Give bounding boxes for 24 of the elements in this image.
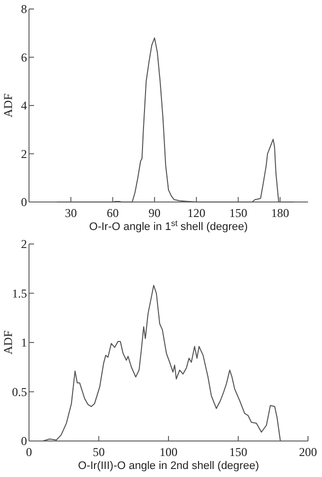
y-tick-label: 2 <box>21 237 27 251</box>
y-tick-label: 2 <box>21 146 27 161</box>
y-tick-label: 0.5 <box>12 384 27 399</box>
x-axis-title: O-Ir(III)-O angle in 2nd shell (degree) <box>78 460 259 472</box>
y-tick-label: 0 <box>21 195 27 209</box>
x-tick-label: 200 <box>299 445 317 459</box>
y-tick-label: 1 <box>21 336 27 350</box>
x-tick-label: 150 <box>229 206 248 220</box>
y-tick-label: 0 <box>21 434 27 448</box>
y-axis-title: ADF <box>1 330 15 355</box>
x-tick-label: 120 <box>187 206 206 220</box>
y-axis-title: ADF <box>1 93 15 118</box>
y-tick-label: 1.5 <box>12 286 27 300</box>
x-tick-label: 50 <box>92 445 105 459</box>
y-tick-label: 4 <box>21 98 27 112</box>
x-tick-label: 90 <box>148 206 161 220</box>
x-tick-label: 100 <box>160 445 178 459</box>
x-axis-title: O-Ir-O angle in 1$^{st}$ shell (degree) <box>89 218 248 233</box>
x-tick-label: 30 <box>64 206 77 220</box>
x-tick-label: 60 <box>106 206 119 220</box>
x-tick-label: 150 <box>229 445 248 459</box>
y-tick-label: 6 <box>21 50 27 64</box>
y-tick-label: 8 <box>21 2 27 16</box>
x-tick-label: 180 <box>271 206 290 220</box>
